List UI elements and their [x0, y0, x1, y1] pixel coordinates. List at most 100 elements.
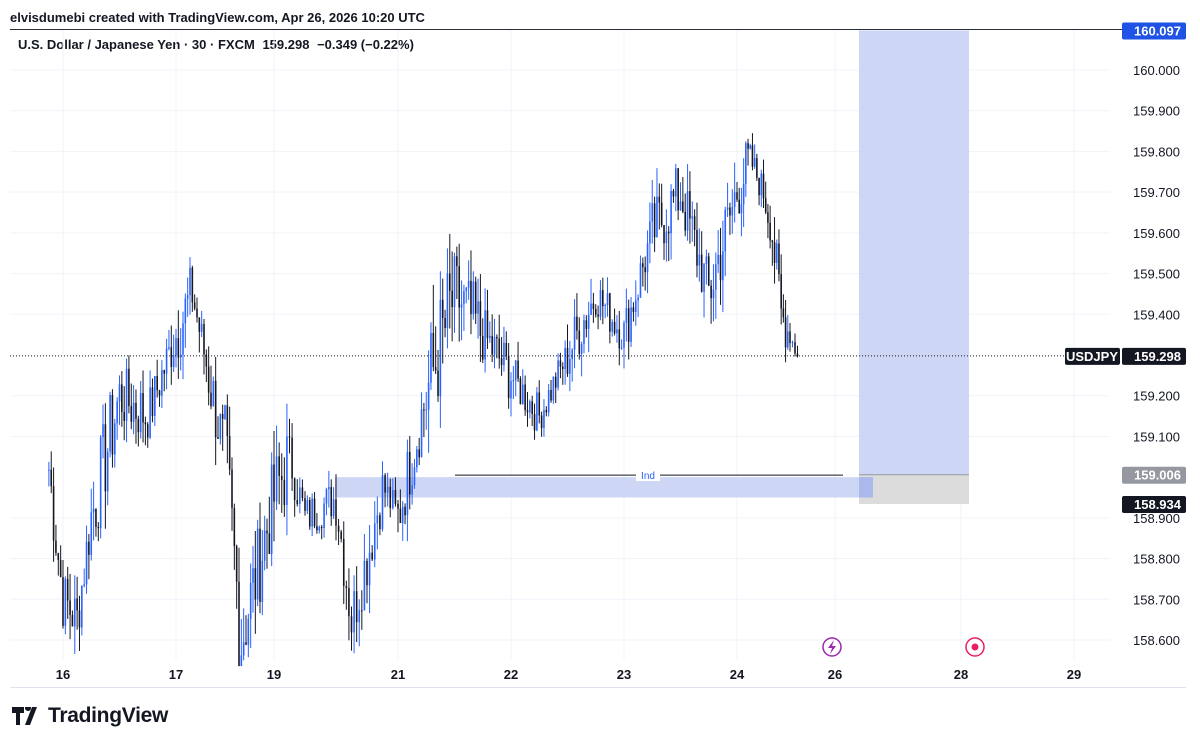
candle-body	[689, 191, 691, 219]
candle-body	[118, 384, 121, 402]
candle-body	[226, 405, 229, 437]
candle-body	[786, 331, 789, 348]
candle-body	[123, 411, 126, 421]
candle-body	[780, 274, 782, 309]
candle-body	[653, 203, 656, 238]
price-tag	[1122, 466, 1186, 484]
last-price-tag-label: 159.298	[1134, 349, 1181, 364]
symbol-interval: 30	[191, 37, 207, 52]
candle-body	[132, 402, 135, 422]
price-axis-label: 158.700	[1133, 592, 1180, 607]
price-axis-label: 160.000	[1133, 63, 1180, 78]
candle-body	[205, 354, 208, 367]
chart-frame	[10, 29, 1186, 688]
time-axis-label: 19	[267, 667, 281, 682]
candle-body	[644, 267, 646, 273]
candle-body	[401, 506, 404, 523]
candle-body	[268, 533, 271, 554]
target-zone[interactable]	[859, 30, 969, 475]
candle-body	[325, 489, 328, 504]
demand-zone[interactable]	[335, 477, 873, 498]
candle-body	[288, 436, 291, 438]
candle-body	[592, 303, 595, 309]
candle-body	[451, 290, 453, 308]
candle-body	[658, 196, 661, 203]
candle-body	[427, 382, 430, 410]
stop-zone[interactable]	[859, 474, 969, 505]
candle-body	[585, 320, 588, 329]
candle-body	[512, 380, 515, 382]
candle-body	[135, 402, 137, 419]
separator: ·	[210, 37, 218, 52]
candle-body	[496, 336, 498, 339]
candle-body	[342, 538, 345, 587]
candle-body	[477, 301, 479, 314]
candle-body	[599, 290, 602, 317]
candle-body	[507, 355, 510, 399]
candle-body	[693, 216, 696, 230]
candle-body	[139, 392, 142, 433]
candle-body	[775, 243, 778, 263]
candle-body	[632, 307, 635, 313]
price-axis-label: 159.100	[1133, 429, 1180, 444]
chart-credit: elvisdumebi created with TradingView.com…	[10, 10, 425, 25]
candle-body	[642, 263, 644, 268]
candle-body	[576, 316, 578, 331]
candle-body	[245, 642, 247, 645]
time-axis-label: 16	[56, 667, 70, 682]
candle-body	[547, 389, 550, 413]
candle-body	[337, 525, 340, 532]
candle-body	[221, 413, 224, 419]
candle-body	[57, 552, 60, 561]
candle-body	[634, 300, 637, 313]
candle-body	[404, 506, 406, 516]
candle-body	[467, 280, 470, 288]
candle-body	[381, 475, 384, 530]
candle-body	[724, 209, 727, 252]
candle-body	[448, 273, 451, 291]
candle-body	[316, 526, 318, 531]
candle-body	[637, 297, 639, 301]
ind-label: Ind	[641, 471, 655, 482]
candle-body	[677, 168, 679, 211]
candle-body	[182, 323, 184, 355]
candle-body	[52, 486, 55, 541]
candle-body	[392, 489, 394, 508]
candle-body	[420, 409, 423, 458]
symbol-change: −0.349 (−0.22%)	[317, 37, 414, 52]
candle-body	[441, 299, 444, 319]
candle-body	[73, 598, 76, 627]
candle-body	[283, 479, 286, 505]
price-tag	[1122, 22, 1186, 40]
candle-body	[784, 317, 787, 348]
candle-body	[200, 324, 203, 332]
candle-body	[769, 222, 771, 241]
candle-body	[691, 216, 694, 219]
candle-body	[651, 203, 654, 222]
candle-body	[719, 254, 722, 281]
symbol-exchange: FXCM	[217, 37, 255, 52]
candle-body	[740, 204, 743, 214]
candle-body	[696, 229, 698, 266]
candle-body	[296, 500, 299, 505]
candle-body	[146, 424, 149, 438]
candle-body	[353, 591, 355, 633]
candle-body	[259, 528, 261, 602]
candle-body	[430, 332, 432, 383]
candle-body	[242, 642, 245, 656]
candle-body	[481, 336, 484, 360]
tradingview-brand[interactable]: TradingView	[12, 704, 168, 728]
candle-body	[566, 347, 569, 374]
candle-body	[715, 264, 717, 290]
symbol-tag-label: USDJPY	[1066, 349, 1118, 364]
candle-body	[543, 409, 545, 429]
candle-body	[203, 324, 205, 355]
candle-body	[355, 591, 358, 623]
price-axis-label: 158.900	[1133, 511, 1180, 526]
candle-body	[345, 586, 348, 589]
candle-body	[491, 335, 493, 355]
candle-body	[308, 500, 311, 527]
candle-body	[116, 401, 118, 424]
candle-body	[472, 281, 475, 315]
